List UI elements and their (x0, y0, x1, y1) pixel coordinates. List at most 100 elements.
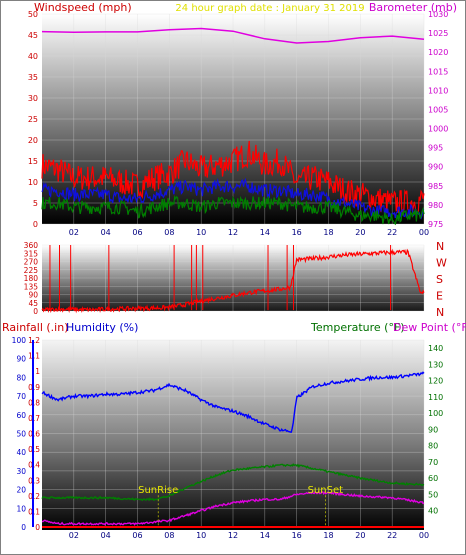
wind-x-tick: 02 (69, 228, 79, 237)
barometer-y-tick: 990 (428, 163, 443, 172)
wind-y-tick: 50 (28, 10, 38, 19)
rain-y-tick: 0.4 (28, 461, 40, 470)
sunrise-label: SunRise (138, 485, 178, 496)
humidity-x-tick: 00 (419, 531, 429, 540)
wind-y-tick: 30 (28, 94, 38, 103)
compass-label: S (436, 273, 443, 286)
humidity-x-tick: 06 (132, 531, 142, 540)
wind-y-tick: 0 (33, 220, 38, 229)
temperature-y-tick: 140 (428, 344, 443, 353)
rain-y-tick: 1 (35, 367, 40, 376)
humidity-y-tick: 90 (16, 355, 26, 364)
humidity-x-tick: 04 (101, 531, 111, 540)
rain-y-tick: 0.9 (28, 383, 40, 392)
barometer-y-tick: 1025 (428, 29, 448, 38)
barometer-y-tick: 1015 (428, 67, 448, 76)
humidity-x-tick: 12 (228, 531, 238, 540)
compass-label: N (436, 306, 444, 319)
humidity-y-tick: 50 (16, 430, 26, 439)
rain-y-tick: 0 (35, 523, 40, 532)
wind-y-label: Windspeed (mph) (34, 1, 132, 14)
temperature-y-tick: 60 (428, 474, 438, 483)
wind-x-tick: 20 (355, 228, 365, 237)
barometer-line (41, 27, 425, 44)
humidity-y-tick: 70 (16, 392, 26, 401)
wind-y-tick: 45 (28, 31, 38, 40)
barometer-y-tick: 1020 (428, 48, 448, 57)
barometer-y-tick: 980 (428, 201, 443, 210)
rain-y-tick: 0.7 (28, 414, 40, 423)
wind-direction-line (41, 248, 425, 314)
rain-panel-series-2 (42, 490, 425, 526)
humidity-x-tick: 02 (69, 531, 79, 540)
wind-x-tick: 14 (260, 228, 270, 237)
rain-y-tick: 1.1 (28, 352, 40, 361)
wind-x-tick: 04 (101, 228, 111, 237)
humidity-y-tick: 40 (16, 448, 26, 457)
direction-y-tick: 180 (24, 274, 39, 283)
rain-y-tick: 0.6 (28, 430, 40, 439)
temperature-y-tick: 100 (428, 409, 443, 418)
temperature-y-tick: 40 (428, 507, 438, 516)
temperature-y-tick: 50 (428, 490, 438, 499)
humidity-y-label: Humidity (%) (66, 321, 138, 334)
rain-panel-series-1 (41, 463, 425, 502)
humidity-y-tick: 80 (16, 373, 26, 382)
wind-x-tick: 22 (387, 228, 397, 237)
direction-y-tick: 90 (28, 291, 38, 300)
temperature-y-tick: 80 (428, 442, 438, 451)
direction-y-tick: 225 (24, 266, 39, 275)
humidity-x-tick: 22 (387, 531, 397, 540)
temperature-y-label: Temperature (°F) (310, 321, 405, 334)
humidity-y-tick: 30 (16, 467, 26, 476)
barometer-y-label: Barometer (mb) (369, 1, 457, 14)
humidity-x-tick: 16 (292, 531, 302, 540)
compass-label: E (436, 290, 443, 303)
temperature-y-tick: 120 (428, 377, 443, 386)
humidity-x-tick: 14 (260, 531, 270, 540)
barometer-y-tick: 1000 (428, 125, 448, 134)
rain-y-tick: 0.3 (28, 476, 40, 485)
dewpoint-y-label: Dew Point (°F) (393, 321, 466, 334)
humidity-y-tick: 20 (16, 486, 26, 495)
wind-y-tick: 5 (33, 199, 38, 208)
wind-x-tick: 00 (419, 228, 429, 237)
direction-y-tick: 0 (33, 307, 38, 316)
wind-y-tick: 35 (28, 73, 38, 82)
barometer-y-tick: 995 (428, 144, 443, 153)
humidity-x-tick: 10 (196, 531, 206, 540)
direction-y-tick: 315 (24, 249, 39, 258)
humidity-y-tick: 100 (12, 336, 27, 345)
wind-series-2 (41, 177, 425, 220)
wind-x-tick: 06 (132, 228, 142, 237)
wind-x-tick: 08 (164, 228, 174, 237)
rain-y-tick: 0.5 (28, 445, 40, 454)
temperature-y-tick: 70 (428, 458, 438, 467)
wind-y-tick: 20 (28, 136, 38, 145)
humidity-x-tick: 08 (164, 531, 174, 540)
temperature-y-tick: 110 (428, 393, 443, 402)
humidity-y-tick: 10 (16, 504, 26, 513)
axis-labels: 0510152025303540455097598098599099510001… (12, 10, 449, 540)
compass-label: N (436, 240, 444, 253)
wind-y-tick: 15 (28, 157, 38, 166)
rainfall-y-label: Rainfall (.in) (2, 321, 69, 334)
chart-title: 24 hour graph date : January 31 2019 (175, 3, 364, 14)
direction-y-tick: 270 (24, 258, 39, 267)
barometer-y-tick: 1005 (428, 105, 448, 114)
wind-y-tick: 25 (28, 115, 38, 124)
temperature-y-tick: 130 (428, 360, 443, 369)
humidity-y-tick: 60 (16, 411, 26, 420)
compass-label: W (436, 257, 447, 270)
barometer-y-tick: 975 (428, 220, 443, 229)
temperature-y-tick: 90 (428, 425, 438, 434)
wind-y-tick: 10 (28, 178, 38, 187)
direction-y-tick: 135 (24, 282, 39, 291)
wind-x-tick: 12 (228, 228, 238, 237)
wind-x-tick: 18 (323, 228, 333, 237)
direction-y-tick: 360 (24, 241, 39, 250)
humidity-x-tick: 20 (355, 531, 365, 540)
barometer-y-tick: 985 (428, 182, 443, 191)
humidity-x-tick: 18 (323, 531, 333, 540)
